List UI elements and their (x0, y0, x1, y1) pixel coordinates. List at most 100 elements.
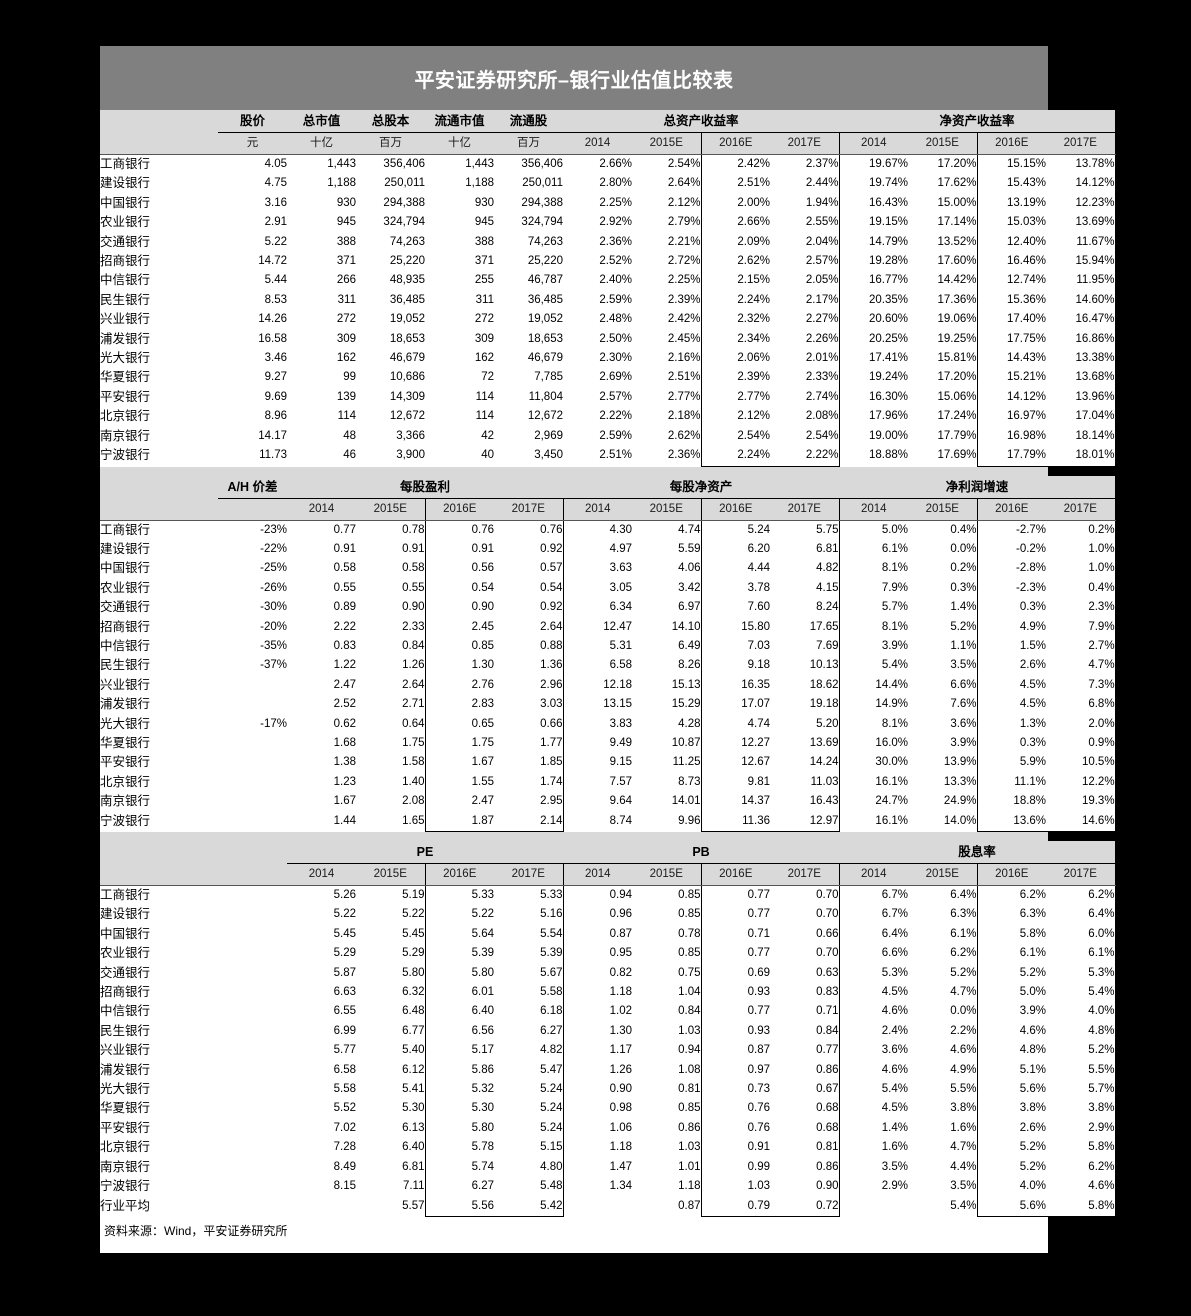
cell-roa-2014: 2.52% (563, 252, 632, 272)
cell-pb-2016e: 0.76 (700, 1118, 770, 1139)
row-label-bank: 浦发银行 (100, 329, 218, 350)
cell-bvps-2016e: 9.18 (700, 656, 771, 676)
row-label-bank: 民生银行 (100, 1021, 218, 1042)
cell-roa-2014: 2.40% (563, 271, 632, 291)
table-row: 光大银行 5.58 5.41 5.32 5.24 0.90 0.81 0.73 0.67 5.4%… (100, 1080, 1116, 1100)
cell-bvps-2014: 6.34 (563, 598, 633, 618)
cell-roa-2016e: 2.66% (700, 213, 770, 233)
cell-dividend-yield-2014: 4.6% (839, 1002, 908, 1022)
cell-pe-2016e: 5.17 (424, 1041, 494, 1061)
cell-dividend-yield-2017e: 6.2% (1046, 885, 1116, 906)
cell-pb-2017e: 0.67 (770, 1080, 840, 1100)
cell-float-mktcap: 114 (425, 407, 494, 427)
cell-roe-2015e: 17.69% (908, 446, 978, 466)
cell-growth-2017e: 2.3% (1046, 598, 1116, 618)
cell-pb-2014: 1.47 (563, 1157, 632, 1178)
cell-bvps-2016e: 7.03 (700, 636, 771, 657)
cell-pb-2014: 0.95 (563, 944, 632, 964)
cell-roa-2017e: 2.33% (770, 368, 840, 388)
cell-float-shares: 11,804 (494, 387, 563, 408)
table-row: 北京银行 1.23 1.40 1.55 1.74 7.57 8.73 9.81 11.03 16.… (100, 772, 1116, 793)
cell-growth-2017e: 6.8% (1046, 695, 1116, 715)
cell-roa-2015e: 2.79% (632, 213, 701, 233)
cell-mktcap: 388 (287, 232, 356, 253)
year-growth-2017e: 2017E (1046, 497, 1116, 521)
cell-roa-2015e: 2.51% (632, 368, 701, 388)
table-row: 宁波银行 1.44 1.65 1.87 2.14 8.74 9.96 11.36 12.97 16… (100, 811, 1116, 832)
cell-dividend-yield-2015e: 0.0% (908, 1002, 977, 1022)
cell-pb-2014: 0.82 (563, 963, 632, 984)
cell-eps-2015e: 0.78 (356, 520, 425, 540)
row-label-bank: 工商银行 (100, 154, 218, 175)
cell-pb-2015e: 1.01 (632, 1157, 701, 1178)
cell-pb-2017e: 0.71 (770, 1002, 840, 1022)
cell-bvps-2017e: 16.43 (770, 792, 840, 812)
group-header-pb: PB (563, 841, 839, 864)
cell-eps-2015e: 0.58 (356, 559, 425, 579)
cell-pe-2017e: 5.24 (494, 1080, 564, 1100)
year-pe-2017e: 2017E (494, 863, 564, 886)
cell-pb-2014: 0.90 (563, 1080, 632, 1100)
cell-roe-2017e: 13.68% (1046, 368, 1116, 388)
cell-eps-2017e: 1.36 (494, 656, 564, 676)
cell-pe-2017e: 6.18 (494, 1002, 564, 1022)
cell-bvps-2016e: 15.80 (700, 617, 771, 637)
cell-pb-2017e: 0.70 (770, 944, 840, 964)
cell-growth-2014: 14.9% (839, 695, 909, 715)
table-pe-pb-dividend: PE PB 股息率 2014 2015E 2016E 2017E 2014 20… (100, 841, 1116, 1217)
cell-roe-2017e: 13.38% (1046, 349, 1116, 369)
cell-roe-2017e: 16.86% (1046, 329, 1116, 350)
cell-roe-2015e: 17.36% (908, 290, 978, 311)
cell-growth-2016e: 2.6% (976, 656, 1047, 676)
cell-roe-2015e: 19.06% (908, 310, 978, 330)
cell-roa-2015e: 2.54% (632, 154, 701, 175)
cell-bvps-2015e: 10.87 (632, 733, 702, 754)
cell-pb-2017e: 0.63 (770, 963, 840, 984)
cell-eps-2015e: 1.40 (356, 772, 425, 793)
cell-roe-2017e: 11.95% (1046, 271, 1116, 291)
cell-eps-2014: 0.58 (287, 559, 356, 579)
cell-float-shares: 324,794 (494, 213, 563, 233)
cell-total-shares: 3,900 (356, 446, 425, 466)
group-header-eps: 每股盈利 (287, 475, 564, 499)
cell-roe-2016e: 17.75% (976, 329, 1047, 350)
year-eps-2015e: 2015E (356, 498, 425, 521)
cell-pb-2014: 0.96 (563, 905, 632, 925)
cell-bvps-2014: 8.74 (563, 811, 633, 832)
cell-pb-2016e: 0.77 (700, 885, 770, 906)
year-growth-2015e: 2015E (908, 498, 978, 521)
row-label-bank: 招商银行 (100, 983, 218, 1003)
cell-dividend-yield-2017e: 4.0% (1046, 1002, 1116, 1022)
cell-dividend-yield-2016e: 5.2% (976, 1157, 1046, 1178)
cell-roe-2017e: 17.04% (1046, 407, 1116, 427)
cell-price: 5.22 (218, 232, 287, 253)
cell-dividend-yield-2014: 1.6% (839, 1138, 908, 1158)
cell-float-mktcap: 371 (425, 252, 494, 272)
cell-roa-2015e: 2.72% (632, 252, 701, 272)
unit-shares: 百万 (356, 132, 425, 155)
cell-eps-2014: 2.52 (287, 695, 356, 715)
unit-corner-cell (100, 132, 218, 155)
table-row: 建设银行 -22% 0.91 0.91 0.91 0.92 4.97 5.59 6.20 6.81… (100, 539, 1116, 560)
cell-eps-2015e: 1.26 (356, 656, 425, 676)
row-label-bank: 南京银行 (100, 1157, 218, 1178)
cell-pb-2015e: 0.85 (632, 905, 701, 925)
cell-growth-2015e: 1.1% (908, 636, 978, 657)
cell-roa-2016e: 2.24% (700, 290, 770, 311)
cell-roa-2017e: 2.05% (770, 271, 840, 291)
cell-avg-pe-2017e: 5.42 (494, 1196, 564, 1217)
cell-dividend-yield-2014: 2.4% (839, 1021, 908, 1042)
group-header-growth: 净利润增速 (839, 475, 1116, 499)
cell-bvps-2014: 13.15 (563, 695, 633, 715)
cell-growth-2016e: -2.7% (976, 520, 1047, 540)
cell-dividend-yield-2015e: 6.4% (908, 885, 977, 906)
year-bvps-2016e: 2016E (700, 497, 771, 521)
row-label-bank: 华夏银行 (100, 733, 218, 754)
cell-bvps-2017e: 4.15 (770, 578, 840, 599)
cell-roa-2014: 2.80% (563, 174, 632, 194)
cell-float-mktcap: 255 (425, 271, 494, 291)
cell-pb-2017e: 0.70 (770, 905, 840, 925)
cell-roe-2017e: 13.96% (1046, 387, 1116, 408)
cell-dividend-yield-2016e: 2.6% (976, 1118, 1046, 1139)
cell-dividend-yield-2017e: 6.2% (1046, 1157, 1116, 1178)
